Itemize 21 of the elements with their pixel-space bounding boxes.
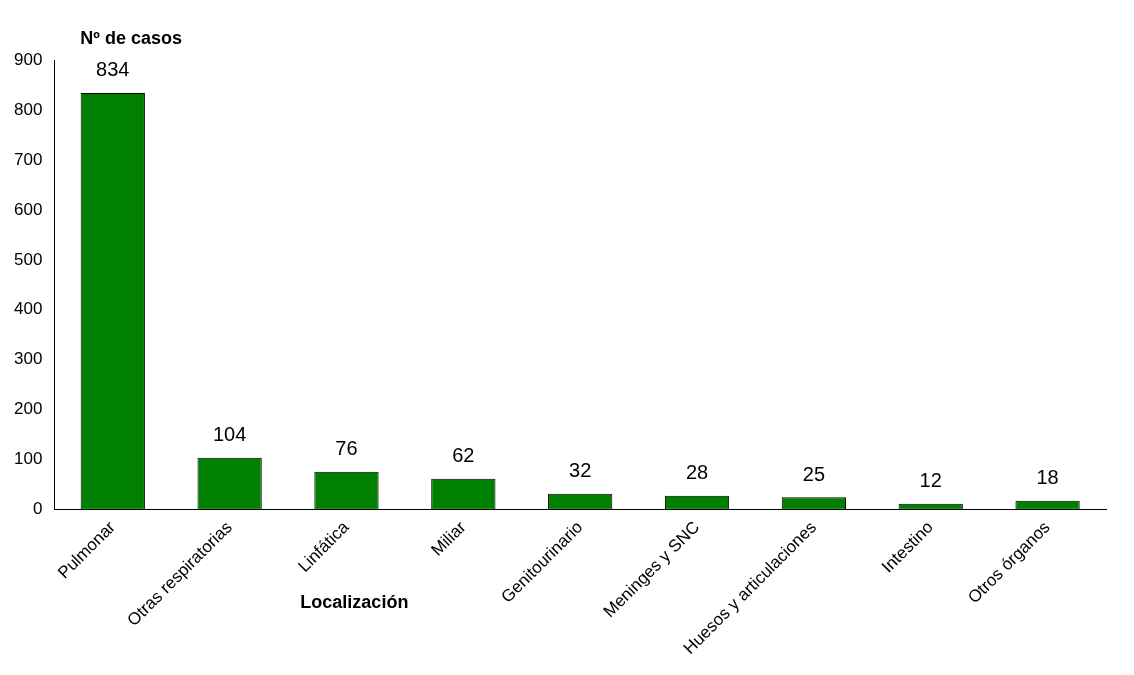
y-tick-label: 100	[13, 449, 43, 469]
y-tick-label: 600	[13, 199, 43, 219]
y-tick-label: 200	[13, 399, 43, 419]
data-label: 18	[1036, 466, 1059, 489]
data-label: 32	[569, 459, 592, 482]
data-label: 25	[802, 462, 825, 485]
y-axis-title: Nº de casos	[80, 28, 182, 48]
y-tick-label: 300	[13, 349, 43, 369]
y-tick-label: 500	[13, 249, 43, 269]
x-axis-title: Localización	[300, 592, 409, 612]
data-label: 834	[96, 58, 130, 81]
y-tick-label: 900	[13, 49, 43, 69]
data-label: 28	[685, 461, 709, 484]
data-label: 62	[452, 444, 475, 467]
data-label: 12	[919, 469, 942, 492]
y-tick-label: 400	[13, 299, 43, 319]
data-label: 104	[212, 423, 247, 446]
y-tick-label: 700	[13, 149, 43, 169]
data-label: 76	[335, 437, 358, 460]
y-tick-label: 0	[32, 499, 43, 519]
y-tick-label: 800	[13, 99, 43, 119]
